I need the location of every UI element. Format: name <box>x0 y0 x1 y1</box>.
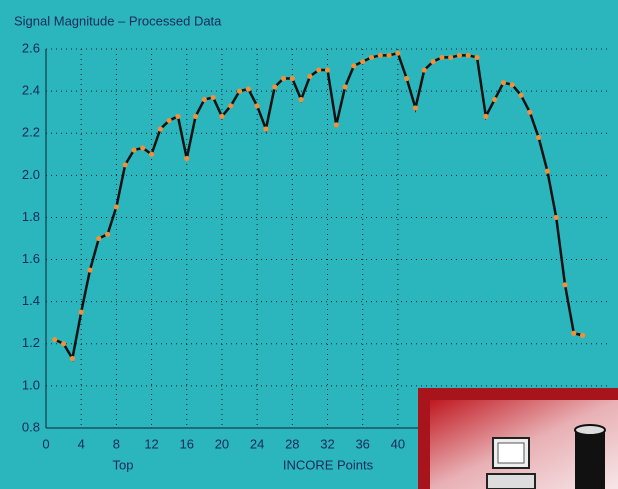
point <box>527 110 532 115</box>
point <box>466 53 471 58</box>
point <box>123 162 128 167</box>
point <box>334 122 339 127</box>
cylinder-top-icon <box>575 425 605 435</box>
point <box>457 53 462 58</box>
point <box>255 103 260 108</box>
point <box>554 215 559 220</box>
point <box>342 84 347 89</box>
point <box>193 114 198 119</box>
point <box>501 80 506 85</box>
point <box>316 67 321 72</box>
point <box>70 356 75 361</box>
x-axis-label: INCORE Points <box>283 457 374 472</box>
point <box>448 55 453 60</box>
point <box>545 169 550 174</box>
point <box>79 310 84 315</box>
point <box>211 95 216 100</box>
point <box>422 67 427 72</box>
x-tick-label: 0 <box>42 436 49 451</box>
x-tick-label: 16 <box>180 436 194 451</box>
point <box>246 86 251 91</box>
point <box>105 232 110 237</box>
point <box>149 152 154 157</box>
point <box>518 93 523 98</box>
x-tick-label: 4 <box>78 436 85 451</box>
point <box>307 74 312 79</box>
point <box>140 145 145 150</box>
point <box>430 59 435 64</box>
point <box>131 147 136 152</box>
x-tick-label: 28 <box>285 436 299 451</box>
y-tick-label: 2.6 <box>22 40 40 55</box>
point <box>87 267 92 272</box>
point <box>378 53 383 58</box>
point <box>536 135 541 140</box>
point <box>175 114 180 119</box>
point <box>571 331 576 336</box>
y-tick-label: 2.0 <box>22 167 40 182</box>
point <box>325 67 330 72</box>
point <box>114 204 119 209</box>
point <box>395 51 400 56</box>
x-tick-label: 32 <box>320 436 334 451</box>
point <box>237 89 242 94</box>
x-tick-label: 20 <box>215 436 229 451</box>
x-tick-label: 12 <box>144 436 158 451</box>
point <box>562 282 567 287</box>
point <box>202 97 207 102</box>
point <box>61 341 66 346</box>
point <box>492 97 497 102</box>
point <box>474 55 479 60</box>
point <box>158 126 163 131</box>
x-tick-label: 8 <box>113 436 120 451</box>
point <box>290 76 295 81</box>
point <box>167 118 172 123</box>
point <box>351 63 356 68</box>
chart-title: Signal Magnitude – Processed Data <box>14 13 222 28</box>
point <box>439 55 444 60</box>
point <box>404 76 409 81</box>
cylinder-icon <box>575 430 605 489</box>
y-tick-label: 2.4 <box>22 83 40 98</box>
x-axis-note: Top <box>113 457 134 472</box>
point <box>272 84 277 89</box>
point <box>413 105 418 110</box>
point <box>299 97 304 102</box>
point <box>219 114 224 119</box>
y-tick-label: 1.8 <box>22 209 40 224</box>
point <box>184 156 189 161</box>
screen-icon <box>498 443 524 463</box>
x-tick-label: 40 <box>391 436 405 451</box>
chart: Signal Magnitude – Processed Data Top IN… <box>0 0 618 489</box>
point <box>580 333 585 338</box>
computer-base-icon <box>487 474 535 489</box>
x-tick-label: 24 <box>250 436 264 451</box>
overlay-panel <box>418 388 618 489</box>
point <box>52 337 57 342</box>
y-tick-label: 2.2 <box>22 125 40 140</box>
y-tick-label: 1.6 <box>22 251 40 266</box>
point <box>386 53 391 58</box>
y-tick-label: 1.4 <box>22 293 40 308</box>
point <box>369 55 374 60</box>
y-tick-label: 0.8 <box>22 419 40 434</box>
y-tick-label: 1.2 <box>22 335 40 350</box>
point <box>483 114 488 119</box>
point <box>510 82 515 87</box>
point <box>360 59 365 64</box>
point <box>263 126 268 131</box>
point <box>281 76 286 81</box>
y-tick-label: 1.0 <box>22 377 40 392</box>
x-tick-label: 36 <box>355 436 369 451</box>
point <box>96 236 101 241</box>
point <box>228 103 233 108</box>
